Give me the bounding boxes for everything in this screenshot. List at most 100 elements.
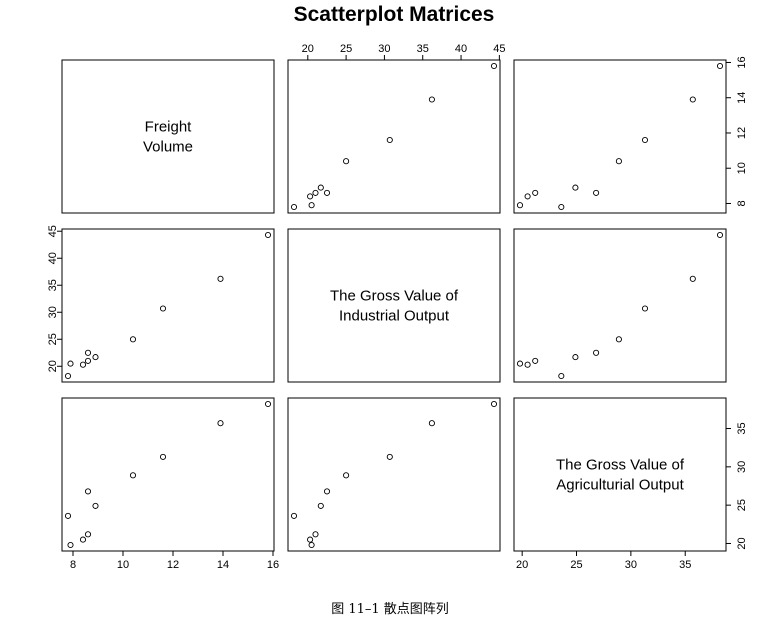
- variable-label: Industrial Output: [339, 308, 450, 325]
- bottom-axis-freight: 8 10 12 14 16: [70, 550, 279, 571]
- data-point: [312, 189, 319, 196]
- panel-frame: [61, 397, 275, 552]
- data-point: [217, 420, 224, 427]
- data-point: [308, 541, 315, 549]
- data-point: [84, 349, 92, 356]
- panel-frame: [287, 397, 501, 552]
- panel-r2-c1: [61, 228, 275, 383]
- data-point: [129, 336, 137, 343]
- tick-label: 20: [516, 559, 528, 571]
- data-point: [159, 453, 167, 460]
- data-point: [689, 275, 696, 282]
- data-point: [323, 189, 331, 196]
- variable-label: Agriculturial Output: [556, 477, 684, 494]
- data-point: [84, 488, 92, 495]
- data-point: [290, 512, 298, 519]
- data-point: [129, 472, 137, 479]
- data-point: [428, 420, 435, 427]
- data-point: [92, 502, 99, 509]
- variable-label: Freight: [145, 119, 193, 136]
- data-point: [558, 372, 565, 380]
- right-axis-freight: 8 10 12 14 16: [725, 56, 748, 207]
- tick-label: 14: [736, 92, 748, 104]
- panel-frame: [287, 228, 501, 383]
- data-point: [312, 531, 319, 538]
- panel-frame: [513, 59, 727, 214]
- tick-label: 20: [302, 43, 314, 55]
- tick-label: 30: [625, 559, 637, 571]
- data-point: [67, 541, 74, 549]
- data-point: [217, 275, 224, 282]
- data-point: [307, 193, 314, 200]
- data-point: [67, 360, 74, 367]
- data-point: [524, 361, 531, 368]
- tick-label: 14: [217, 559, 229, 571]
- data-point: [64, 372, 72, 380]
- data-point: [84, 531, 92, 538]
- tick-label: 40: [455, 43, 467, 55]
- data-point: [516, 360, 524, 367]
- data-point: [64, 512, 72, 519]
- data-point: [79, 361, 87, 368]
- data-point: [290, 203, 298, 211]
- variable-label: The Gross Value of: [330, 288, 459, 305]
- panel-frame: [61, 59, 275, 214]
- tick-label: 10: [117, 559, 129, 571]
- data-point: [84, 357, 92, 364]
- data-point: [490, 400, 498, 408]
- tick-label: 8: [736, 200, 748, 206]
- panel-frame: [513, 228, 727, 383]
- data-point: [79, 536, 87, 543]
- tick-label: 30: [378, 43, 390, 55]
- data-point: [159, 305, 167, 312]
- data-point: [641, 136, 649, 144]
- tick-label: 20: [736, 537, 748, 549]
- data-point: [716, 231, 724, 239]
- data-point: [490, 62, 498, 70]
- tick-label: 25: [47, 333, 59, 345]
- data-point: [615, 158, 622, 165]
- data-point: [308, 202, 315, 209]
- data-point: [307, 536, 314, 543]
- tick-label: 16: [267, 559, 279, 571]
- right-axis-agricultural: 20 25 30 35: [725, 422, 748, 550]
- tick-label: 12: [736, 127, 748, 139]
- data-point: [532, 357, 539, 364]
- data-point: [572, 184, 579, 191]
- scatterplot-matrix: Scatterplot Matrices Freight Volume The Gr…: [47, 3, 748, 571]
- data-point: [593, 349, 600, 356]
- data-point: [264, 231, 272, 239]
- data-point: [532, 189, 539, 196]
- bottom-axis-agricultural: 20 25 30 35: [516, 550, 691, 571]
- data-point: [558, 203, 565, 211]
- data-point: [716, 62, 724, 70]
- tick-label: 30: [736, 461, 748, 473]
- chart-title: Scatterplot Matrices: [294, 3, 495, 26]
- data-point: [343, 472, 350, 479]
- tick-label: 25: [736, 499, 748, 511]
- tick-label: 35: [679, 559, 691, 571]
- panel-r1-c3: [513, 59, 727, 214]
- variable-label: Volume: [143, 139, 193, 156]
- data-point: [689, 96, 696, 103]
- data-point: [572, 354, 579, 361]
- data-point: [343, 158, 350, 165]
- tick-label: 25: [570, 559, 582, 571]
- tick-label: 25: [340, 43, 352, 55]
- data-point: [428, 96, 435, 103]
- tick-label: 8: [70, 559, 76, 571]
- tick-label: 20: [47, 360, 59, 372]
- panel-frame: [513, 397, 727, 552]
- data-point: [516, 202, 524, 209]
- data-point: [641, 305, 649, 312]
- panel-r2-c3: [513, 228, 727, 383]
- tick-label: 35: [736, 422, 748, 434]
- tick-label: 10: [736, 162, 748, 174]
- data-point: [524, 193, 531, 200]
- tick-label: 16: [736, 56, 748, 68]
- data-point: [615, 336, 622, 343]
- panel-r2-c2: The Gross Value of Industrial Output: [287, 228, 501, 383]
- data-point: [264, 400, 272, 408]
- panel-r1-c1: Freight Volume: [61, 59, 275, 214]
- data-point: [92, 354, 99, 361]
